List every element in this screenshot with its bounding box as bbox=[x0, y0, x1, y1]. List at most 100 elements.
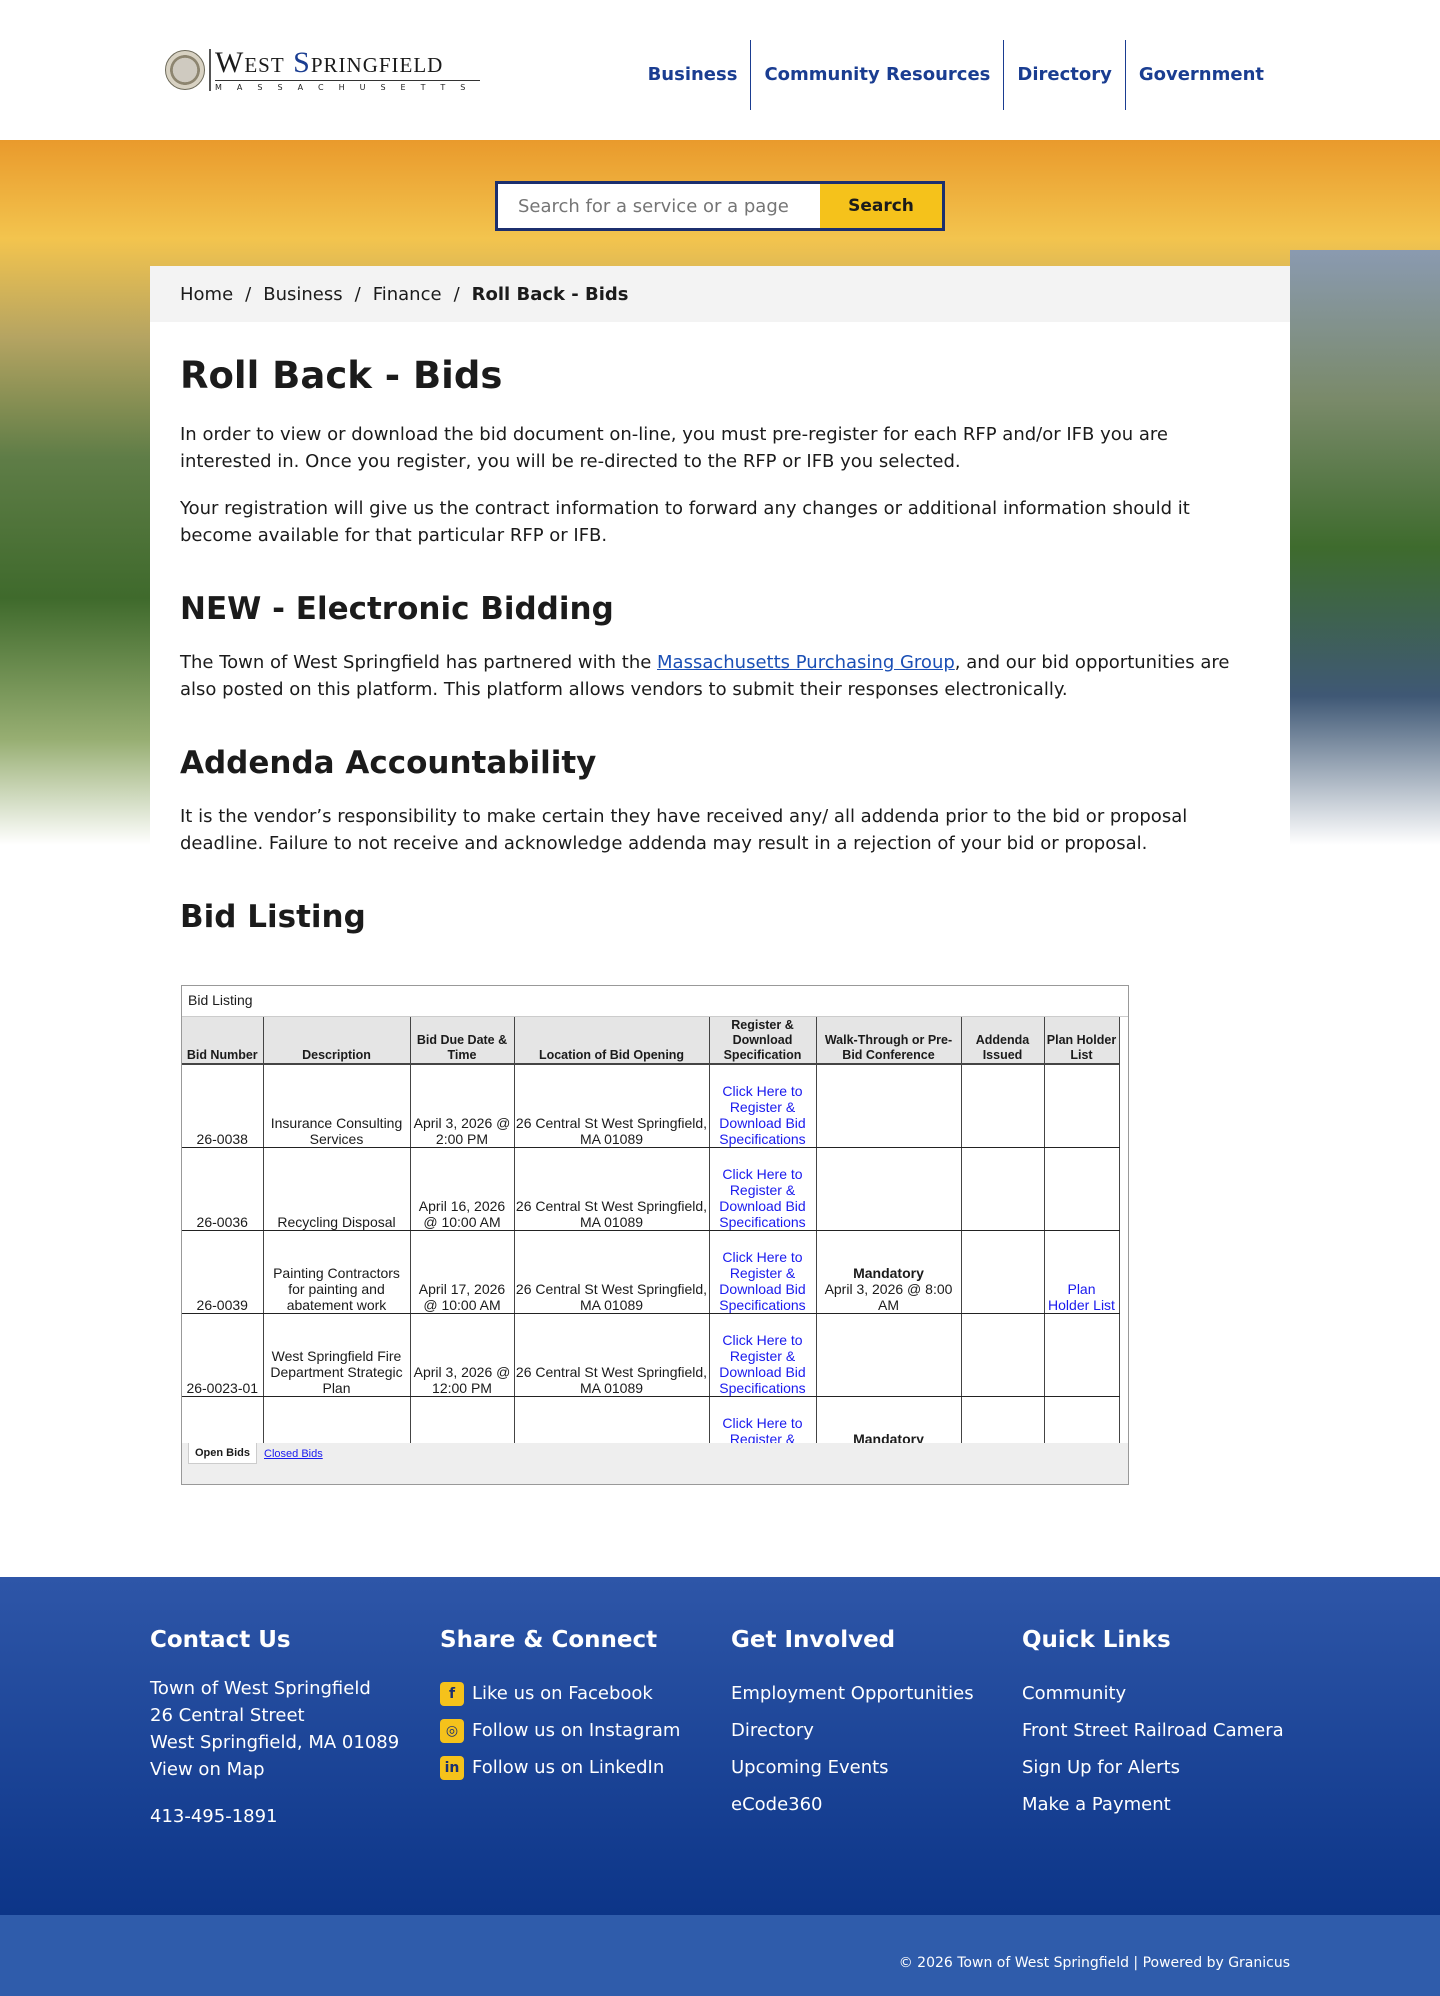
bid-table-scroll[interactable]: Bid Number Description Bid Due Date & Ti… bbox=[182, 1017, 1128, 1443]
breadcrumb-home[interactable]: Home bbox=[180, 283, 234, 305]
logo-divider bbox=[209, 49, 211, 91]
facebook-icon: f bbox=[440, 1681, 464, 1706]
bid-number: 26-0039 bbox=[182, 1230, 264, 1314]
search-input[interactable] bbox=[498, 184, 820, 228]
bid-location: 26 Central St West Springfield, MA 01089 bbox=[514, 1147, 710, 1231]
bid-due: April 3, 2026 @ 10:00 AM bbox=[410, 1396, 515, 1443]
walkthrough-cell bbox=[816, 1064, 962, 1148]
col-register: Register & Download Specification bbox=[709, 1017, 817, 1065]
footer-involved-title: Get Involved bbox=[731, 1627, 896, 1653]
walkthrough-label: Mandatory bbox=[853, 1264, 924, 1281]
bid-listing-heading: Bid Listing bbox=[180, 899, 366, 935]
bid-due: April 3, 2026 @ 12:00 PM bbox=[410, 1313, 515, 1397]
addenda-paragraph: It is the vendor’s responsibility to mak… bbox=[180, 806, 1188, 854]
walkthrough-cell: MandatoryMarch 24, 2026 @ 9:00 AM bbox=[816, 1396, 962, 1443]
col-plan-holder: Plan Holder List bbox=[1044, 1017, 1120, 1065]
bid-number: 26-0037 bbox=[182, 1396, 264, 1443]
col-location: Location of Bid Opening bbox=[514, 1017, 710, 1065]
register-link[interactable]: Click Here to Register & Download Bid Sp… bbox=[719, 1165, 806, 1230]
walkthrough-cell bbox=[816, 1313, 962, 1397]
register-link[interactable]: Click Here to Register & Download Bid Sp… bbox=[722, 1414, 803, 1444]
footer-involved: Get Involved Employment Opportunities Di… bbox=[731, 1627, 974, 1823]
contact-phone: 413-495-1891 bbox=[150, 1806, 278, 1827]
facebook-link[interactable]: f Like us on Facebook bbox=[440, 1675, 680, 1712]
register-cell: Click Here to Register & Download Bid Sp… bbox=[709, 1147, 817, 1231]
register-cell: Click Here to Register & Download Bid Sp… bbox=[709, 1313, 817, 1397]
bid-location: 26 Central St West Springfield, MA 01089 bbox=[514, 1230, 710, 1314]
breadcrumb: Home / Business / Finance / Roll Back - Bid… bbox=[150, 266, 1290, 322]
register-link[interactable]: Click Here to Register & Download Bid Sp… bbox=[719, 1082, 806, 1147]
copyright-text: © 2026 Town of West Springfield | Powere… bbox=[898, 1955, 1229, 1971]
addenda-cell: Addendum No. 1 bbox=[961, 1396, 1045, 1443]
register-link[interactable]: Click Here to Register & Download Bid Sp… bbox=[719, 1331, 806, 1396]
bid-listing-caption: Bid Listing bbox=[182, 986, 1128, 1017]
footer-link[interactable]: Sign Up for Alerts bbox=[1022, 1757, 1181, 1778]
footer-share-title: Share & Connect bbox=[440, 1627, 658, 1653]
footer-link[interactable]: Front Street Railroad Camera bbox=[1022, 1720, 1284, 1741]
nav-government[interactable]: Government bbox=[1124, 40, 1277, 110]
register-cell: Click Here to Register & Download Bid Sp… bbox=[709, 1230, 817, 1314]
bid-description: Painting Contractors for painting and ab… bbox=[263, 1230, 411, 1314]
nav-community-resources[interactable]: Community Resources bbox=[750, 40, 1003, 110]
tab-closed-bids[interactable]: Closed Bids bbox=[264, 1448, 323, 1460]
walkthrough-cell: Mandatory April 3, 2026 @ 8:00 AM bbox=[816, 1230, 962, 1314]
addenda-heading: Addenda Accountability bbox=[180, 745, 597, 781]
site-header: West Springfield MASSACHUSETTS Business … bbox=[0, 0, 1440, 140]
bid-listing-embed: Bid Listing Bid Number Description Bid D… bbox=[181, 985, 1129, 1485]
search-bar: Search bbox=[495, 181, 945, 231]
view-on-map-link[interactable]: View on Map bbox=[150, 1759, 265, 1780]
copyright-bar: © 2026 Town of West Springfield | Powere… bbox=[0, 1915, 1440, 1996]
footer-link[interactable]: Community bbox=[1022, 1683, 1127, 1704]
instagram-link[interactable]: ◎ Follow us on Instagram bbox=[440, 1712, 680, 1749]
contact-line: Town of West Springfield bbox=[150, 1678, 371, 1699]
footer-link[interactable]: Directory bbox=[731, 1720, 814, 1741]
nav-directory[interactable]: Directory bbox=[1003, 40, 1124, 110]
registration-paragraph: Your registration will give us the contr… bbox=[180, 498, 1190, 546]
nav-business[interactable]: Business bbox=[647, 64, 738, 85]
register-link[interactable]: Click Here to Register & Download Bid Sp… bbox=[719, 1248, 806, 1313]
walkthrough-cell bbox=[816, 1147, 962, 1231]
bid-table: Bid Number Description Bid Due Date & Ti… bbox=[182, 1017, 1120, 1443]
granicus-link[interactable]: Granicus bbox=[1228, 1955, 1290, 1971]
bid-location: 26 Central St West Springfield, MA 01089 bbox=[514, 1396, 710, 1443]
addenda-cell bbox=[961, 1147, 1045, 1231]
bid-description: West Springfield Fire Department Strateg… bbox=[263, 1313, 411, 1397]
table-row: 26-0039 Painting Contractors for paintin… bbox=[182, 1230, 1120, 1314]
bid-description: Main Street Corridor Safety Improvements bbox=[263, 1396, 411, 1443]
footer-contact-title: Contact Us bbox=[150, 1627, 291, 1653]
footer-link[interactable]: Upcoming Events bbox=[731, 1757, 889, 1778]
footer-link[interactable]: Employment Opportunities bbox=[731, 1683, 974, 1704]
linkedin-link[interactable]: in Follow us on LinkedIn bbox=[440, 1749, 680, 1786]
footer-link[interactable]: Make a Payment bbox=[1022, 1794, 1171, 1815]
addenda-cell bbox=[961, 1313, 1045, 1397]
breadcrumb-current: Roll Back - Bids bbox=[471, 283, 629, 305]
breadcrumb-business[interactable]: Business bbox=[263, 283, 343, 305]
footer-link[interactable]: eCode360 bbox=[731, 1794, 823, 1815]
search-button[interactable]: Search bbox=[820, 184, 942, 228]
plan-holder-cell bbox=[1044, 1313, 1120, 1397]
table-row: 26-0036 Recycling Disposal April 16, 202… bbox=[182, 1147, 1120, 1231]
footer-share: Share & Connect f Like us on Facebook ◎ Fo… bbox=[440, 1627, 680, 1786]
electronic-bidding-heading: NEW - Electronic Bidding bbox=[180, 591, 614, 627]
addenda-cell bbox=[961, 1230, 1045, 1314]
page-title: Roll Back - Bids bbox=[180, 354, 503, 397]
purchasing-group-link[interactable]: Massachusetts Purchasing Group bbox=[657, 652, 955, 673]
site-logo[interactable]: West Springfield MASSACHUSETTS bbox=[165, 46, 481, 92]
breadcrumb-finance[interactable]: Finance bbox=[372, 283, 442, 305]
bid-description: Insurance Consulting Services bbox=[263, 1064, 411, 1148]
logo-subtitle: MASSACHUSETTS bbox=[215, 80, 481, 92]
footer-quick-title: Quick Links bbox=[1022, 1627, 1171, 1653]
col-addenda: Addenda Issued bbox=[961, 1017, 1045, 1065]
electronic-bidding-paragraph: The Town of West Springfield has partner… bbox=[180, 652, 1230, 700]
tab-open-bids[interactable]: Open Bids bbox=[188, 1443, 258, 1464]
register-cell: Click Here to Register & Download Bid Sp… bbox=[709, 1396, 817, 1444]
plan-holder-cell: Plan Holder List bbox=[1044, 1230, 1120, 1314]
bid-due: April 16, 2026 @ 10:00 AM bbox=[410, 1147, 515, 1231]
plan-holder-link[interactable]: Plan Holder List bbox=[1048, 1280, 1115, 1313]
plan-holder-cell bbox=[1044, 1064, 1120, 1148]
bid-due: April 17, 2026 @ 10:00 AM bbox=[410, 1230, 515, 1314]
main-nav: Business Community Resources Directory G… bbox=[635, 40, 1277, 110]
table-row: 26-0023-01 West Springfield Fire Departm… bbox=[182, 1313, 1120, 1397]
intro-paragraph: In order to view or download the bid doc… bbox=[180, 424, 1169, 472]
logo-title: West Springfield bbox=[215, 46, 444, 79]
